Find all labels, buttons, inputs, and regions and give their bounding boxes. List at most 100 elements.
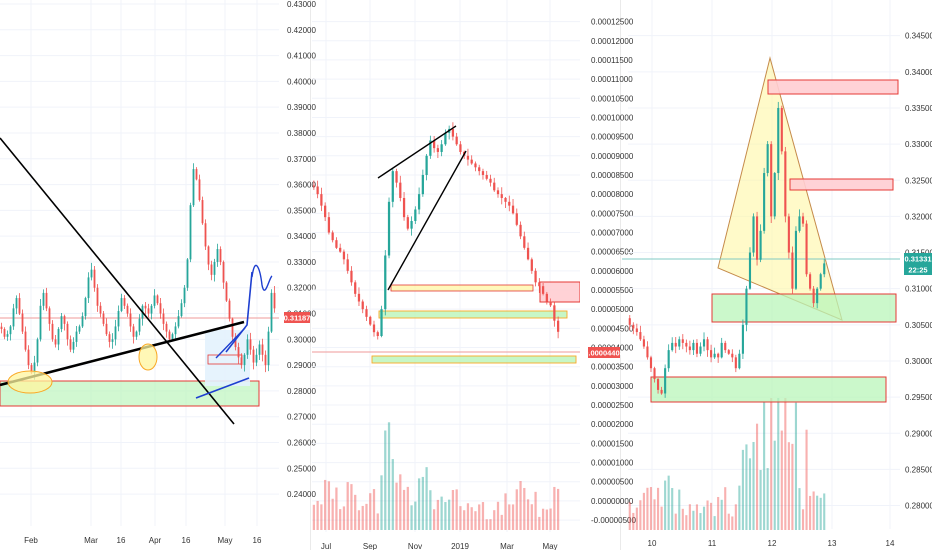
candle bbox=[258, 340, 261, 361]
volume-bar bbox=[656, 487, 660, 530]
time-tick-label: 12 bbox=[768, 539, 777, 548]
volume-bar bbox=[496, 501, 500, 530]
candle bbox=[741, 319, 744, 359]
candle bbox=[183, 285, 186, 308]
candle bbox=[410, 216, 413, 236]
candle bbox=[671, 337, 674, 352]
middle-last-price-text: 0.00004408 bbox=[584, 349, 624, 358]
candle bbox=[523, 231, 526, 250]
candle bbox=[346, 253, 349, 274]
candle bbox=[635, 323, 638, 336]
price-tick-label: 0.28000 bbox=[905, 502, 932, 511]
volume-bar bbox=[545, 509, 548, 530]
candle bbox=[515, 208, 518, 227]
middle-upper-trendline bbox=[377, 125, 457, 179]
volume-bar bbox=[485, 519, 488, 530]
candle bbox=[6, 330, 9, 341]
candle bbox=[156, 294, 159, 306]
right-price-axis[interactable]: 0.34500 0.34000 0.33500 0.33000 0.32500 0.320… bbox=[905, 32, 932, 511]
volume-bar bbox=[384, 430, 387, 530]
volume-bar bbox=[369, 493, 372, 530]
candle bbox=[791, 246, 794, 295]
candle bbox=[354, 280, 357, 297]
candle bbox=[556, 316, 560, 339]
time-tick-label: Apr bbox=[149, 536, 162, 545]
candle bbox=[255, 348, 258, 367]
candle bbox=[234, 333, 237, 351]
candle bbox=[36, 337, 39, 367]
volume-bar bbox=[339, 509, 342, 530]
volume-bar bbox=[734, 504, 737, 530]
volume-bar bbox=[417, 478, 421, 530]
panel-middle-chart[interactable]: 0.00012500 0.00012000 0.00011500 0.00011000… bbox=[312, 0, 636, 551]
price-tick-label: 0.43000 bbox=[287, 0, 316, 9]
time-tick-label: 16 bbox=[117, 536, 126, 545]
candle bbox=[60, 312, 63, 333]
volume-bar bbox=[312, 504, 316, 530]
panel-right-chart[interactable]: 0.34500 0.34000 0.33500 0.33000 0.32500 0.320… bbox=[622, 0, 932, 550]
candle bbox=[777, 101, 780, 181]
price-tick-label: 0.00004500 bbox=[591, 324, 634, 333]
price-tick-label: 0.29000 bbox=[905, 429, 932, 438]
candle bbox=[466, 148, 470, 166]
right-time-axis[interactable]: 10 11 12 13 14 bbox=[648, 539, 895, 548]
candle bbox=[713, 347, 716, 359]
price-tick-label: 0.30000 bbox=[287, 335, 316, 344]
candle bbox=[111, 333, 114, 349]
middle-price-axis[interactable]: 0.00012500 0.00012000 0.00011500 0.00011000… bbox=[591, 18, 636, 525]
candle bbox=[444, 129, 447, 146]
candle bbox=[500, 187, 503, 205]
candle bbox=[639, 325, 642, 341]
volume-bar bbox=[628, 502, 631, 530]
candle bbox=[519, 221, 522, 240]
price-tick-label: 0.33500 bbox=[905, 104, 932, 113]
candle bbox=[496, 187, 500, 198]
candle bbox=[369, 315, 372, 326]
candle bbox=[213, 258, 216, 282]
volume-bar bbox=[538, 516, 541, 530]
candle bbox=[745, 285, 748, 332]
price-tick-label: 0.31000 bbox=[905, 285, 932, 294]
candle bbox=[192, 163, 195, 208]
candle bbox=[210, 260, 213, 281]
volume-bar bbox=[425, 467, 428, 530]
candle bbox=[660, 386, 663, 395]
price-tick-label: 0.30000 bbox=[905, 357, 932, 366]
volume-bar bbox=[500, 514, 503, 530]
candle bbox=[653, 366, 656, 383]
price-tick-label: 0.00001000 bbox=[591, 459, 634, 468]
candle bbox=[267, 326, 270, 372]
candle bbox=[18, 293, 21, 316]
left-time-axis[interactable]: Feb Mar 16 Apr 16 May 16 bbox=[24, 536, 262, 545]
time-tick-label: Mar bbox=[500, 542, 514, 550]
candle bbox=[75, 326, 78, 347]
volume-bar bbox=[649, 487, 653, 530]
panel-left-chart[interactable]: 0.43000 0.42000 0.41000 0.40000 0.39000 0.380… bbox=[0, 0, 316, 550]
right-lower-demand-zone bbox=[650, 376, 887, 403]
volume-bar bbox=[635, 507, 638, 530]
time-tick-label: Jul bbox=[321, 542, 331, 550]
volume-bar bbox=[812, 491, 815, 530]
middle-time-axis[interactable]: Jul Sep Nov 2019 Mar May bbox=[321, 542, 558, 551]
price-tick-label: 0.38000 bbox=[287, 129, 316, 138]
price-tick-label: 0.28000 bbox=[287, 387, 316, 396]
volume-bar bbox=[466, 503, 470, 530]
time-tick-label: Mar bbox=[84, 536, 98, 545]
volume-bar bbox=[748, 458, 752, 530]
volume-bar bbox=[519, 481, 522, 530]
volume-bar bbox=[702, 506, 706, 530]
volume-bar bbox=[816, 495, 819, 530]
right-last-price-badge: 0.31331 22:25 bbox=[904, 253, 932, 275]
candle bbox=[147, 303, 150, 318]
candle bbox=[399, 175, 402, 202]
price-tick-label: 0.34000 bbox=[287, 232, 316, 241]
price-tick-label: 0.00005000 bbox=[591, 305, 634, 314]
panel-left-grid bbox=[0, 0, 279, 526]
volume-bar bbox=[639, 500, 642, 530]
candle bbox=[628, 315, 631, 331]
volume-bar bbox=[508, 504, 511, 530]
candle bbox=[770, 141, 773, 224]
volume-bar bbox=[350, 484, 353, 530]
volume-bar bbox=[432, 509, 436, 530]
